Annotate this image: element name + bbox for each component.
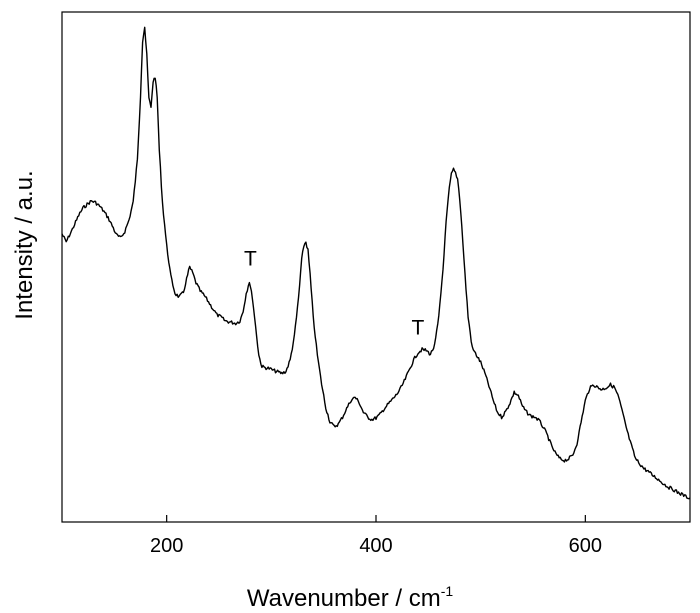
annotations: TT [244, 247, 424, 339]
x-axis-label-main: Wavenumber / cm [247, 585, 441, 612]
x-axis-label-superscript: -1 [441, 583, 454, 599]
x-tick-label: 200 [150, 535, 183, 557]
x-tick-label: 600 [569, 535, 602, 557]
x-ticks: 200 400 600 [150, 515, 602, 557]
annotation-label: T [411, 316, 424, 339]
x-axis-label: Wavenumber / cm-1 [247, 583, 453, 612]
spectrum-line [61, 26, 691, 500]
annotation-label: T [244, 247, 257, 270]
x-tick-label: 400 [359, 535, 392, 557]
y-axis-label: Intensity / a.u. [11, 170, 38, 319]
